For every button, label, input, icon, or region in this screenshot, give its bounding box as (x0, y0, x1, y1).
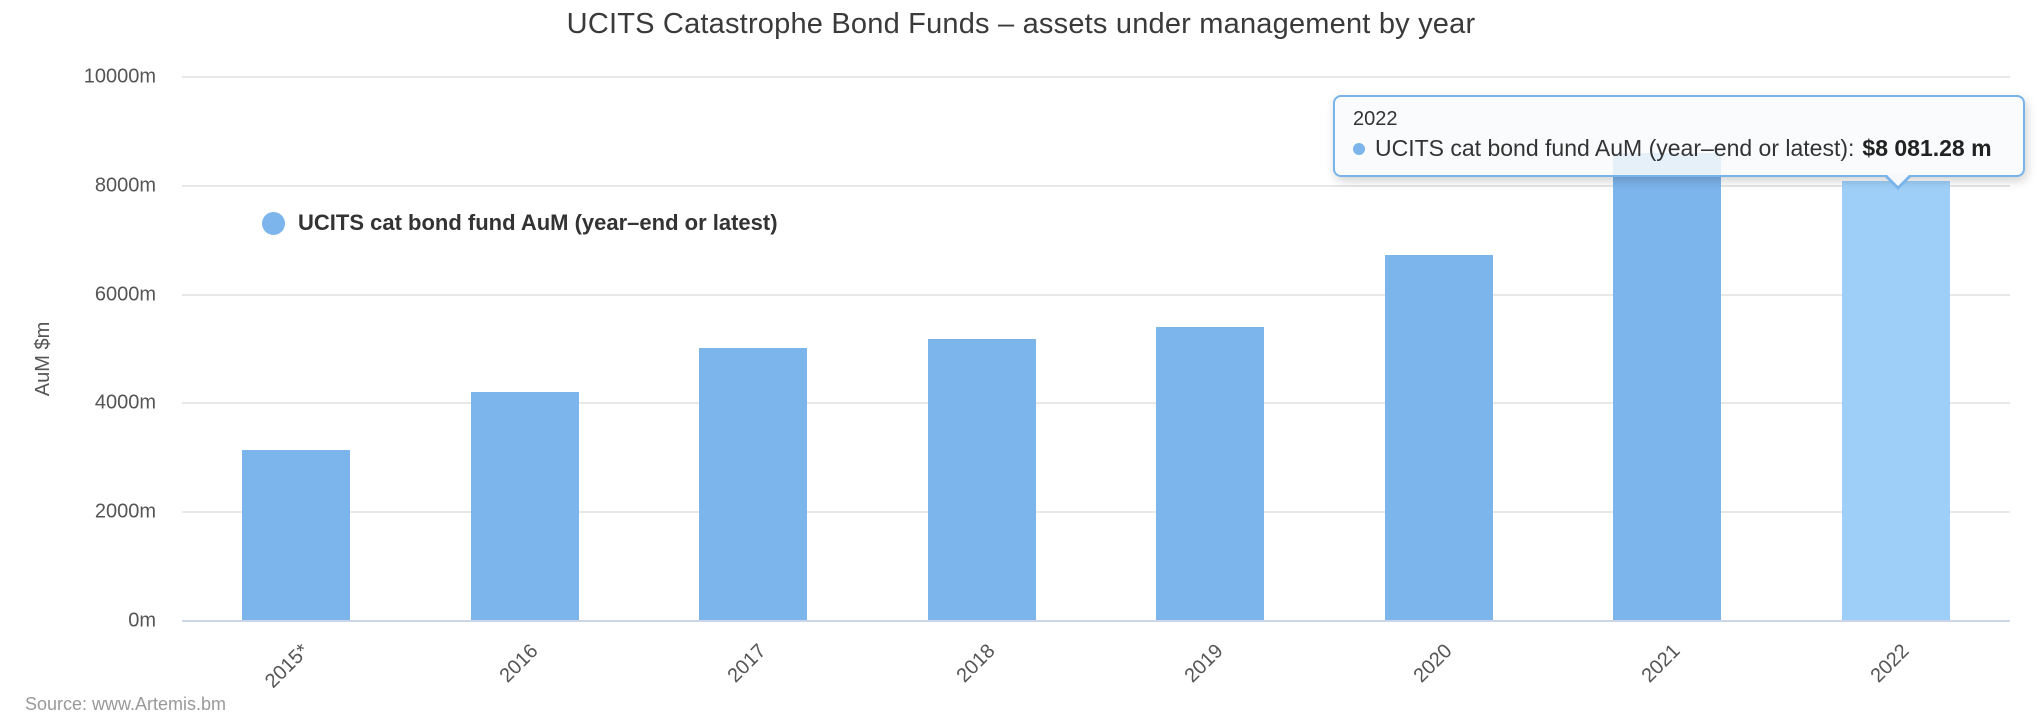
bar-2020[interactable] (1384, 254, 1493, 621)
chart-title: UCITS Catastrophe Bond Funds – assets un… (566, 8, 1476, 40)
y-tick-label: 8000m (94, 174, 156, 197)
tooltip-series-value: $8 081.28 m (1862, 135, 1992, 161)
y-tick-label: 6000m (94, 283, 156, 306)
bar-2019[interactable] (1156, 326, 1265, 621)
gridline (182, 293, 2010, 296)
x-tick-label: 2015* (261, 640, 314, 693)
x-tick-label: 2022 (1866, 640, 1914, 688)
bar-2021[interactable] (1613, 153, 1722, 621)
legend-series-marker-icon (262, 211, 285, 235)
y-tick-label: 4000m (94, 391, 156, 414)
gridline (182, 76, 2010, 78)
tooltip-arrow-icon (1886, 174, 1910, 186)
series-bullet-icon (1353, 142, 1365, 155)
bar-2017[interactable] (699, 348, 808, 621)
tooltip-series-label: UCITS cat bond fund AuM (year–end or lat… (1375, 135, 1855, 161)
y-tick-label: 0m (128, 609, 156, 632)
bar-2016[interactable] (470, 391, 579, 621)
bar-2022[interactable] (1841, 181, 1950, 621)
tooltip-year: 2022 (1353, 108, 1398, 130)
y-tick-label: 10000m (83, 65, 156, 88)
x-tick-label: 2018 (952, 640, 1000, 688)
tooltip: 2022 UCITS cat bond fund AuM (year–end o… (1333, 95, 2025, 190)
legend-series-label: UCITS cat bond fund AuM (year–end or lat… (298, 210, 778, 235)
gridline (182, 511, 2010, 514)
x-tick-label: 2017 (723, 640, 771, 688)
gridline (182, 184, 2010, 187)
bar-2015*[interactable] (242, 450, 351, 621)
bar-2018[interactable] (927, 338, 1036, 621)
x-axis-line (182, 620, 2010, 622)
y-tick-label: 2000m (94, 500, 156, 523)
source-credit: Source: www.Artemis.bm (25, 694, 227, 714)
tooltip-series-line: UCITS cat bond fund AuM (year–end or lat… (1353, 135, 2007, 162)
gridline (182, 402, 2010, 405)
legend-item[interactable]: UCITS cat bond fund AuM (year–end or lat… (262, 210, 778, 236)
x-tick-label: 2016 (495, 640, 543, 688)
x-tick-label: 2021 (1637, 640, 1685, 688)
x-tick-label: 2019 (1180, 640, 1228, 688)
x-tick-label: 2020 (1409, 640, 1457, 688)
